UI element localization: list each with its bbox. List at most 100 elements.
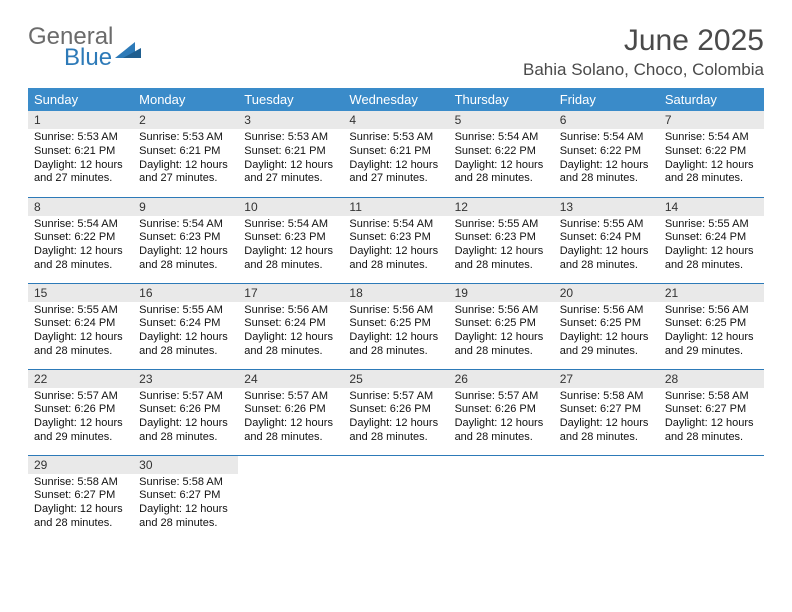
calendar-cell: 22Sunrise: 5:57 AMSunset: 6:26 PMDayligh…	[28, 369, 133, 455]
sunset-text: Sunset: 6:23 PM	[244, 231, 337, 245]
weekday-header: Friday	[554, 88, 659, 111]
daylight-text-2: and 28 minutes.	[244, 345, 337, 359]
sunset-text: Sunset: 6:26 PM	[139, 403, 232, 417]
calendar-cell: 8Sunrise: 5:54 AMSunset: 6:22 PMDaylight…	[28, 197, 133, 283]
daylight-text-1: Daylight: 12 hours	[34, 245, 127, 259]
calendar-cell: 9Sunrise: 5:54 AMSunset: 6:23 PMDaylight…	[133, 197, 238, 283]
day-number: 27	[554, 370, 659, 388]
day-details: Sunrise: 5:56 AMSunset: 6:24 PMDaylight:…	[238, 302, 343, 363]
logo-sail-icon	[115, 40, 141, 60]
sunrise-text: Sunrise: 5:54 AM	[455, 131, 548, 145]
sunset-text: Sunset: 6:24 PM	[665, 231, 758, 245]
sunset-text: Sunset: 6:24 PM	[560, 231, 653, 245]
day-number: 12	[449, 198, 554, 216]
header: General Blue June 2025 Bahia Solano, Cho…	[28, 24, 764, 80]
day-number: 6	[554, 111, 659, 129]
day-details: Sunrise: 5:55 AMSunset: 6:23 PMDaylight:…	[449, 216, 554, 277]
sunset-text: Sunset: 6:24 PM	[139, 317, 232, 331]
daylight-text-2: and 28 minutes.	[139, 259, 232, 273]
day-details: Sunrise: 5:55 AMSunset: 6:24 PMDaylight:…	[133, 302, 238, 363]
sunset-text: Sunset: 6:21 PM	[139, 145, 232, 159]
sunset-text: Sunset: 6:26 PM	[455, 403, 548, 417]
sunset-text: Sunset: 6:23 PM	[139, 231, 232, 245]
sunset-text: Sunset: 6:22 PM	[455, 145, 548, 159]
sunrise-text: Sunrise: 5:58 AM	[560, 390, 653, 404]
sunset-text: Sunset: 6:24 PM	[34, 317, 127, 331]
daylight-text-1: Daylight: 12 hours	[455, 245, 548, 259]
day-number: 2	[133, 111, 238, 129]
sunset-text: Sunset: 6:21 PM	[244, 145, 337, 159]
calendar-cell: 4Sunrise: 5:53 AMSunset: 6:21 PMDaylight…	[343, 111, 448, 197]
sunrise-text: Sunrise: 5:56 AM	[244, 304, 337, 318]
daylight-text-1: Daylight: 12 hours	[665, 417, 758, 431]
daylight-text-1: Daylight: 12 hours	[665, 159, 758, 173]
daylight-text-2: and 28 minutes.	[34, 345, 127, 359]
sunrise-text: Sunrise: 5:57 AM	[455, 390, 548, 404]
weekday-header: Sunday	[28, 88, 133, 111]
daylight-text-1: Daylight: 12 hours	[139, 331, 232, 345]
daylight-text-1: Daylight: 12 hours	[455, 159, 548, 173]
day-details: Sunrise: 5:57 AMSunset: 6:26 PMDaylight:…	[343, 388, 448, 449]
day-details: Sunrise: 5:53 AMSunset: 6:21 PMDaylight:…	[28, 129, 133, 190]
daylight-text-2: and 28 minutes.	[349, 345, 442, 359]
sunrise-text: Sunrise: 5:56 AM	[455, 304, 548, 318]
sunset-text: Sunset: 6:26 PM	[244, 403, 337, 417]
day-details: Sunrise: 5:53 AMSunset: 6:21 PMDaylight:…	[343, 129, 448, 190]
day-number: 15	[28, 284, 133, 302]
daylight-text-1: Daylight: 12 hours	[349, 245, 442, 259]
weekday-header: Wednesday	[343, 88, 448, 111]
daylight-text-2: and 28 minutes.	[139, 431, 232, 445]
calendar-cell: 10Sunrise: 5:54 AMSunset: 6:23 PMDayligh…	[238, 197, 343, 283]
day-number: 26	[449, 370, 554, 388]
sunset-text: Sunset: 6:22 PM	[34, 231, 127, 245]
daylight-text-2: and 28 minutes.	[349, 259, 442, 273]
daylight-text-1: Daylight: 12 hours	[139, 417, 232, 431]
weekday-header: Tuesday	[238, 88, 343, 111]
calendar-cell: 19Sunrise: 5:56 AMSunset: 6:25 PMDayligh…	[449, 283, 554, 369]
day-details: Sunrise: 5:58 AMSunset: 6:27 PMDaylight:…	[28, 474, 133, 535]
day-details: Sunrise: 5:57 AMSunset: 6:26 PMDaylight:…	[133, 388, 238, 449]
daylight-text-1: Daylight: 12 hours	[665, 331, 758, 345]
daylight-text-2: and 28 minutes.	[455, 345, 548, 359]
daylight-text-2: and 29 minutes.	[665, 345, 758, 359]
daylight-text-2: and 28 minutes.	[560, 259, 653, 273]
day-details: Sunrise: 5:57 AMSunset: 6:26 PMDaylight:…	[28, 388, 133, 449]
day-number: 7	[659, 111, 764, 129]
daylight-text-2: and 28 minutes.	[455, 172, 548, 186]
day-number: 3	[238, 111, 343, 129]
sunset-text: Sunset: 6:27 PM	[665, 403, 758, 417]
day-number: 13	[554, 198, 659, 216]
day-number: 16	[133, 284, 238, 302]
sunrise-text: Sunrise: 5:57 AM	[139, 390, 232, 404]
day-number: 30	[133, 456, 238, 474]
day-details: Sunrise: 5:54 AMSunset: 6:22 PMDaylight:…	[659, 129, 764, 190]
day-details: Sunrise: 5:55 AMSunset: 6:24 PMDaylight:…	[659, 216, 764, 277]
day-details: Sunrise: 5:54 AMSunset: 6:22 PMDaylight:…	[28, 216, 133, 277]
daylight-text-2: and 28 minutes.	[455, 431, 548, 445]
sunset-text: Sunset: 6:23 PM	[455, 231, 548, 245]
calendar-cell: 13Sunrise: 5:55 AMSunset: 6:24 PMDayligh…	[554, 197, 659, 283]
calendar-cell: 17Sunrise: 5:56 AMSunset: 6:24 PMDayligh…	[238, 283, 343, 369]
sunset-text: Sunset: 6:25 PM	[455, 317, 548, 331]
sunrise-text: Sunrise: 5:55 AM	[665, 218, 758, 232]
day-number: 9	[133, 198, 238, 216]
sunrise-text: Sunrise: 5:55 AM	[34, 304, 127, 318]
day-number: 21	[659, 284, 764, 302]
day-number: 11	[343, 198, 448, 216]
sunset-text: Sunset: 6:21 PM	[349, 145, 442, 159]
day-number: 20	[554, 284, 659, 302]
daylight-text-2: and 28 minutes.	[665, 431, 758, 445]
daylight-text-2: and 29 minutes.	[560, 345, 653, 359]
daylight-text-2: and 28 minutes.	[665, 259, 758, 273]
day-number: 10	[238, 198, 343, 216]
day-details: Sunrise: 5:56 AMSunset: 6:25 PMDaylight:…	[554, 302, 659, 363]
daylight-text-1: Daylight: 12 hours	[34, 159, 127, 173]
calendar-cell	[449, 455, 554, 541]
day-details: Sunrise: 5:54 AMSunset: 6:23 PMDaylight:…	[133, 216, 238, 277]
calendar-cell: 29Sunrise: 5:58 AMSunset: 6:27 PMDayligh…	[28, 455, 133, 541]
day-details: Sunrise: 5:58 AMSunset: 6:27 PMDaylight:…	[133, 474, 238, 535]
sunrise-text: Sunrise: 5:54 AM	[560, 131, 653, 145]
calendar-cell: 5Sunrise: 5:54 AMSunset: 6:22 PMDaylight…	[449, 111, 554, 197]
day-number: 8	[28, 198, 133, 216]
sunrise-text: Sunrise: 5:56 AM	[560, 304, 653, 318]
